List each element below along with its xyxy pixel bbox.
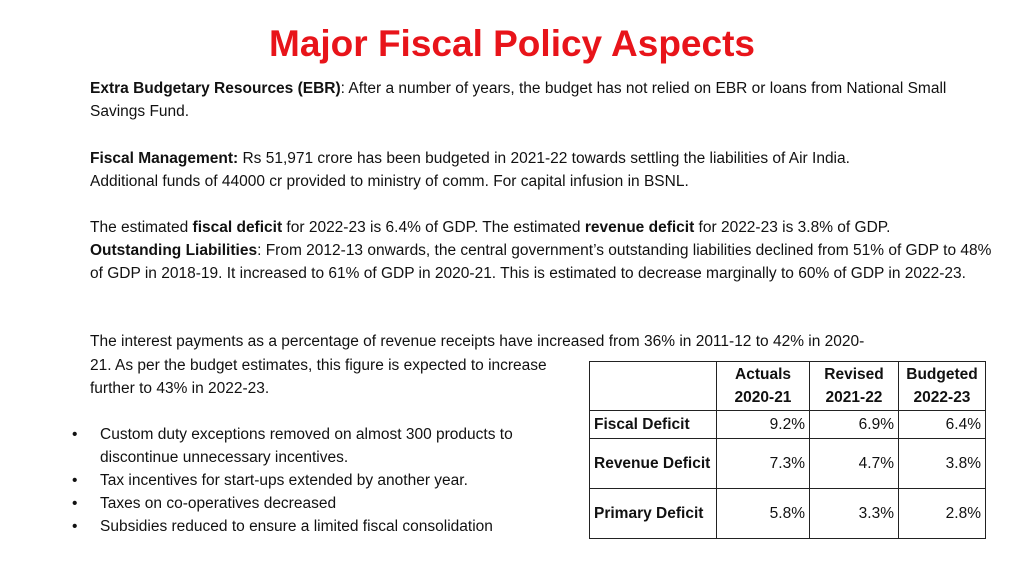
list-item: • Tax incentives for start-ups extended b… (72, 469, 577, 492)
ebr-paragraph: Extra Budgetary Resources (EBR): After a… (90, 77, 995, 123)
table-header-row: Actuals 2020-21 Revised 2021-22 Budgeted 20… (589, 361, 986, 411)
table-corner-cell (589, 361, 717, 411)
table-cell: 5.8% (716, 488, 810, 539)
table-header-budgeted: Budgeted 2022-23 (898, 361, 986, 411)
table-cell: 2.8% (898, 488, 986, 539)
table-row: Revenue Deficit 7.3% 4.7% 3.8% (589, 438, 986, 489)
ebr-label: Extra Budgetary Resources (EBR) (90, 80, 341, 97)
liabilities-sentence: Outstanding Liabilities: From 2012-13 on… (90, 239, 995, 285)
bullet-text: Subsidies reduced to ensure a limited fi… (100, 518, 493, 535)
bullet-text: Taxes on co-operatives decreased (100, 495, 337, 512)
table-row: Primary Deficit 5.8% 3.3% 2.8% (589, 488, 986, 539)
bullet-icon: • (72, 495, 78, 512)
fiscal-deficit-term: fiscal deficit (192, 219, 283, 236)
liabilities-text: : From 2012-13 onwards, the central gove… (90, 242, 992, 282)
table-cell: 6.9% (809, 410, 899, 439)
bullet-icon: • (72, 472, 78, 489)
table-header-revised: Revised 2021-22 (809, 361, 899, 411)
bullet-text: Custom duty exceptions removed on almost… (100, 426, 513, 466)
deficits-text-2: for 2022-23 is 6.4% of GDP. The estimate… (282, 219, 585, 236)
revenue-deficit-term: revenue deficit (584, 219, 695, 236)
fiscal-management-text: Rs 51,971 crore has been budgeted in 202… (90, 150, 850, 190)
deficits-sentence: The estimated fiscal deficit for 2022-23… (90, 216, 995, 239)
list-item: • Taxes on co-operatives decreased (72, 492, 577, 515)
interest-line-1: The interest payments as a percentage of… (90, 333, 865, 350)
bullet-text: Tax incentives for start-ups extended by… (100, 472, 468, 489)
deficits-text-3: for 2022-23 is 3.8% of GDP. (694, 219, 891, 236)
policy-bullet-list: • Custom duty exceptions removed on almos… (72, 423, 577, 538)
table-cell: 3.3% (809, 488, 899, 539)
interest-line-2: 21. As per the budget estimates, this fi… (90, 357, 547, 397)
deficits-liabilities-paragraph: The estimated fiscal deficit for 2022-23… (90, 216, 995, 285)
fiscal-management-paragraph: Fiscal Management: Rs 51,971 crore has b… (90, 147, 910, 193)
fiscal-management-label: Fiscal Management: (90, 150, 239, 167)
table-cell: 4.7% (809, 438, 899, 489)
table-cell: 7.3% (716, 438, 810, 489)
row-label: Fiscal Deficit (589, 410, 717, 439)
table-cell: 9.2% (716, 410, 810, 439)
row-label: Primary Deficit (589, 488, 717, 539)
table-cell: 3.8% (898, 438, 986, 489)
table-header-actuals: Actuals 2020-21 (716, 361, 810, 411)
bullet-icon: • (72, 426, 78, 443)
liabilities-label: Outstanding Liabilities (90, 242, 258, 259)
deficit-table: Actuals 2020-21 Revised 2021-22 Budgeted 20… (589, 361, 986, 539)
bullet-icon: • (72, 518, 78, 535)
row-label: Revenue Deficit (589, 438, 717, 489)
list-item: • Custom duty exceptions removed on almos… (72, 423, 577, 469)
ebr-text: : After a number of years, the budget ha… (90, 80, 947, 120)
page-title: Major Fiscal Policy Aspects (269, 23, 755, 64)
table-cell: 6.4% (898, 410, 986, 439)
list-item: • Subsidies reduced to ensure a limited f… (72, 515, 577, 538)
table-row: Fiscal Deficit 9.2% 6.9% 6.4% (589, 410, 986, 439)
deficits-text-1: The estimated (90, 219, 193, 236)
